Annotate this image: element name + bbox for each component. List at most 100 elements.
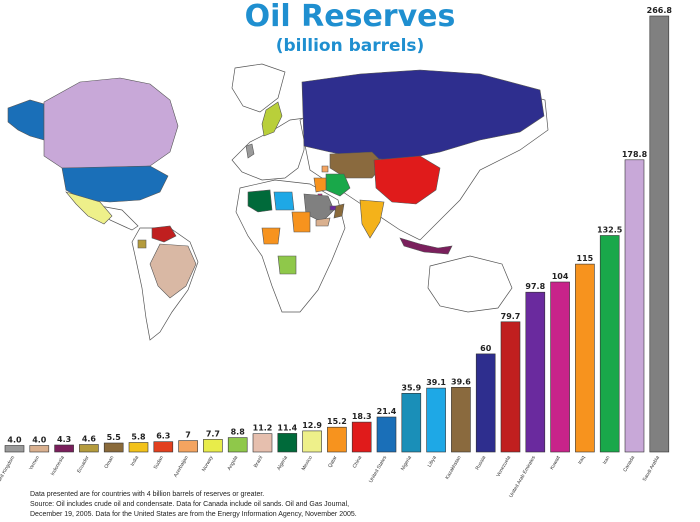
bar-value-label: 7.7 xyxy=(206,429,220,438)
bar xyxy=(153,441,174,453)
map-country-norway xyxy=(261,101,283,137)
bar-value-label: 21.4 xyxy=(377,407,397,416)
bar-value-label: 60 xyxy=(480,344,492,353)
map-country-sudan xyxy=(291,211,311,233)
bar xyxy=(203,439,223,453)
bar xyxy=(376,416,397,453)
bar xyxy=(624,159,645,453)
category-label: Sudan xyxy=(153,455,166,471)
category-label: United States xyxy=(368,455,388,484)
bar xyxy=(54,444,74,453)
bar xyxy=(4,445,25,453)
map-country-azerbaijan xyxy=(321,165,329,173)
category-label: Algeria xyxy=(276,455,289,472)
bar-value-label: 132.5 xyxy=(597,226,623,235)
category-label: United Kingdom xyxy=(0,455,16,489)
page-subtitle: (billion barrels) xyxy=(275,36,425,56)
map-country-usa xyxy=(61,165,169,203)
map-country-venezuela xyxy=(151,225,177,243)
map-country-nigeria xyxy=(261,227,281,245)
bar xyxy=(575,263,595,453)
greenland-shape xyxy=(231,63,286,113)
bar-value-label: 79.7 xyxy=(501,312,521,321)
category-label: Russia xyxy=(475,455,488,471)
bar xyxy=(401,392,422,453)
bar-value-label: 97.8 xyxy=(525,282,545,291)
bar-value-label: 18.3 xyxy=(352,412,372,421)
bar xyxy=(525,291,546,453)
category-label: Angola xyxy=(226,455,239,472)
bar-value-label: 104 xyxy=(552,272,569,281)
bar-value-label: 39.6 xyxy=(451,377,471,386)
bar xyxy=(500,321,521,453)
category-label: Venezuela xyxy=(495,455,512,478)
category-label: Mexico xyxy=(301,455,314,472)
bar-value-label: 178.8 xyxy=(622,150,648,159)
category-label: Qatar xyxy=(327,455,339,469)
map-country-uk xyxy=(245,143,255,159)
map-countries xyxy=(7,69,545,299)
bar-value-label: 12.9 xyxy=(302,421,322,430)
bar xyxy=(29,445,50,453)
category-label: United Arab Emirates xyxy=(508,455,537,499)
bar xyxy=(451,386,471,453)
map-country-angola xyxy=(277,255,297,275)
bar-value-label: 15.2 xyxy=(327,417,347,426)
bar xyxy=(252,433,273,453)
bar-value-label: 5.8 xyxy=(131,433,146,442)
value-labels-group: 4.0 4.0 4.3 4.6 5.5 5.8 6.3 7 7.7 8.8 11.2 11.4 12.9… xyxy=(7,6,672,445)
bar xyxy=(79,444,99,453)
bar xyxy=(475,353,496,453)
bar-value-label: 39.1 xyxy=(426,378,446,387)
category-label: Libya xyxy=(427,455,438,469)
bar-value-label: 6.3 xyxy=(156,432,170,441)
category-label: Kazakhstan xyxy=(444,455,462,481)
category-label: Indonesia xyxy=(50,455,66,477)
bar xyxy=(550,281,570,453)
map-country-kazakhstan xyxy=(329,151,385,179)
bar-value-label: 115 xyxy=(577,254,594,263)
world-map xyxy=(7,63,549,341)
category-label: India xyxy=(130,455,141,468)
bar-value-label: 4.3 xyxy=(57,435,71,444)
bar-value-label: 4.0 xyxy=(32,436,47,445)
note-line: December 19, 2005. Data for the United S… xyxy=(30,511,357,518)
bar-value-label: 266.8 xyxy=(647,6,673,15)
category-label: Iran xyxy=(602,455,612,466)
category-label: Saudi Arabia xyxy=(642,455,661,483)
australia-shape xyxy=(427,255,513,313)
map-country-algeria xyxy=(247,189,273,213)
bar-value-label: 7 xyxy=(185,431,191,440)
chart-notes: Data presented are for countries with 4 … xyxy=(30,490,430,520)
bars-group xyxy=(4,15,670,453)
category-label: Iraq xyxy=(577,455,587,466)
bar xyxy=(128,442,149,453)
bar xyxy=(351,421,372,453)
map-country-india xyxy=(359,199,385,239)
map-country-iraq xyxy=(313,177,327,193)
note-line: Source: Oil includes crude oil and conde… xyxy=(30,501,350,508)
category-label: Ecuador xyxy=(76,455,91,474)
bar-value-label: 11.2 xyxy=(253,424,273,433)
category-label: Nigeria xyxy=(400,455,413,472)
bar xyxy=(227,437,248,453)
note-line: Data presented are for countries with 4 … xyxy=(30,491,265,498)
bar xyxy=(103,442,124,453)
bar-value-label: 11.4 xyxy=(277,423,297,432)
category-label: Brazil xyxy=(253,455,264,469)
map-country-mexico xyxy=(65,191,113,225)
bar xyxy=(649,15,670,453)
page-title: Oil Reserves xyxy=(244,0,456,34)
category-label: Canada xyxy=(622,455,636,473)
category-label: Kuwait xyxy=(549,454,562,471)
bar xyxy=(277,433,298,453)
bar xyxy=(178,440,198,453)
map-country-china xyxy=(373,155,441,205)
category-label: Yemen xyxy=(28,455,41,472)
map-country-libya xyxy=(273,191,295,211)
bar-value-label: 8.8 xyxy=(231,428,246,437)
map-country-indonesia xyxy=(399,237,453,255)
map-country-ecuador xyxy=(137,239,147,249)
map-country-saudi xyxy=(303,193,335,223)
